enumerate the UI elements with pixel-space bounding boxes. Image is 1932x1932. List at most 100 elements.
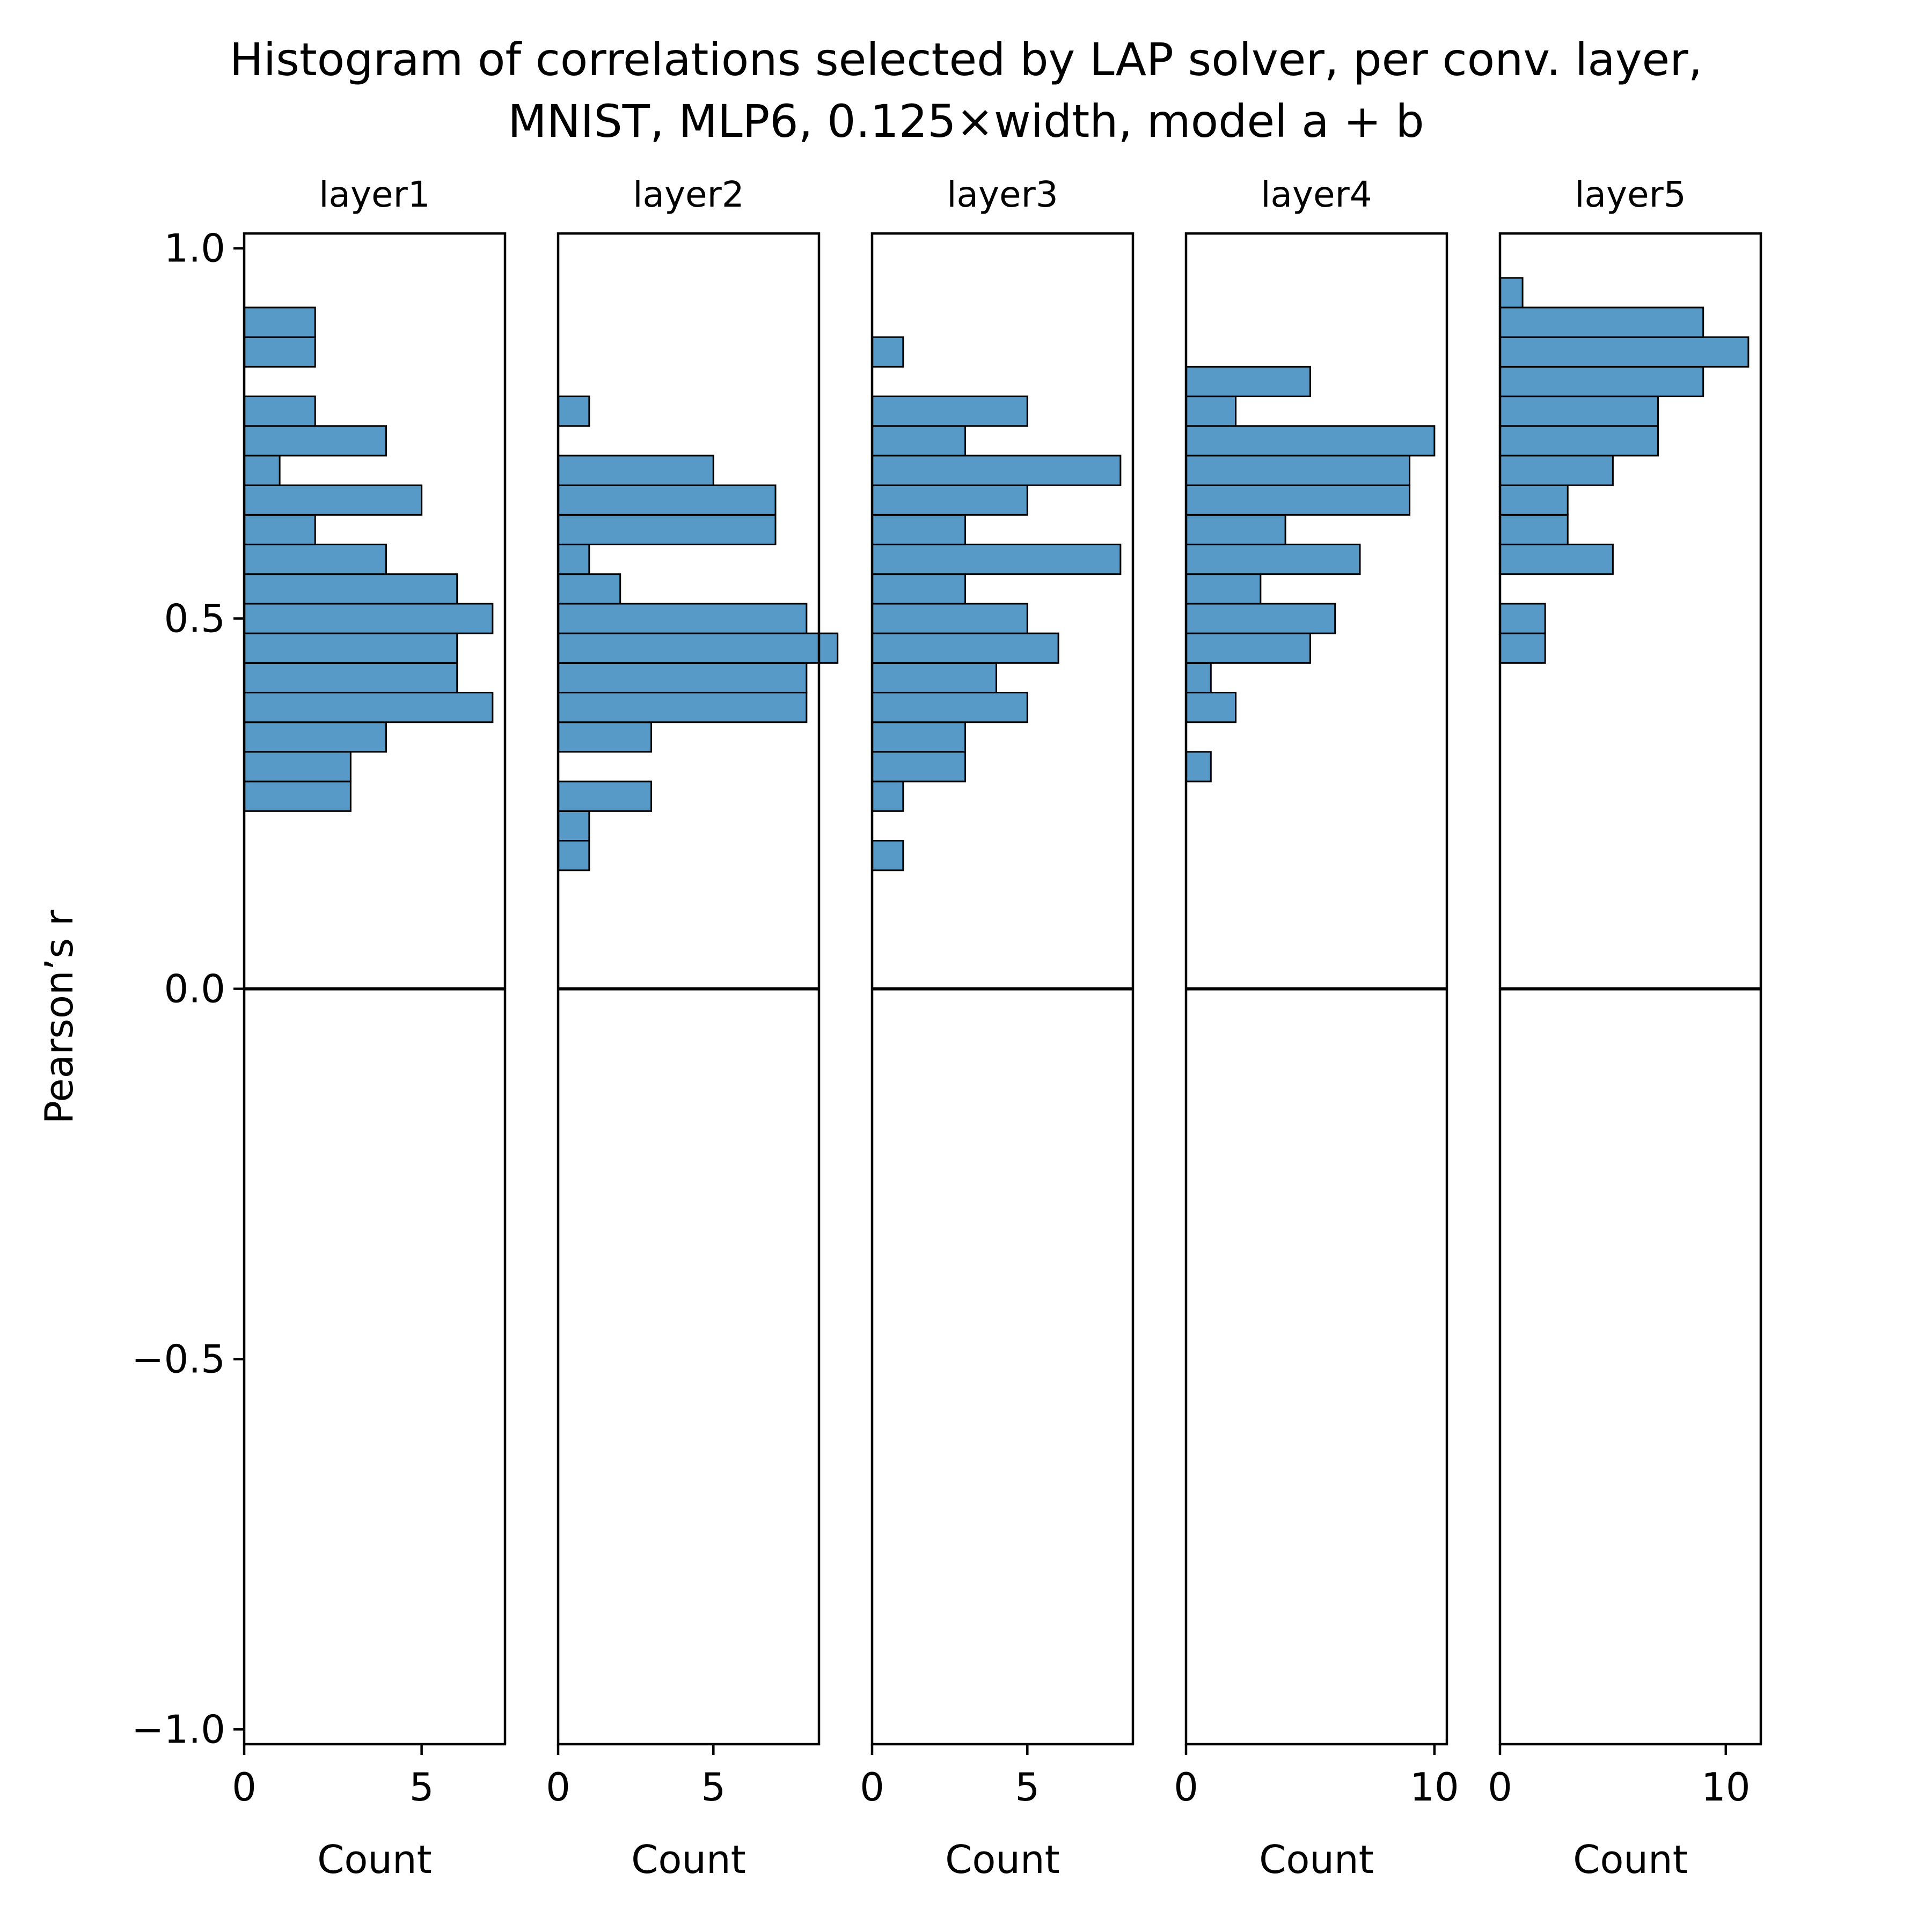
- bar-layer5-0.44: [1499, 632, 1546, 664]
- bar-layer4-0.72: [1185, 425, 1436, 457]
- x-tick-label-layer4-10: 10: [1410, 1765, 1459, 1810]
- bar-layer2-0.68: [557, 455, 714, 486]
- bar-layer2-0.16: [557, 840, 590, 872]
- x-tick-label-layer5-0: 0: [1488, 1765, 1512, 1810]
- bar-layer1-0.88: [243, 306, 316, 338]
- bar-layer3-0.68: [871, 455, 1122, 486]
- y-tick-label-0.0: 0.0: [164, 967, 225, 1012]
- bar-layer3-0.40: [871, 662, 997, 694]
- bar-layer2-0.24: [557, 780, 653, 812]
- bar-layer3-0.32: [871, 721, 967, 753]
- bar-layer1-0.32: [243, 721, 387, 753]
- bar-layer3-0.56: [871, 544, 1122, 575]
- x-tick-label-layer2-5: 5: [701, 1765, 726, 1810]
- bar-layer2-0.48: [557, 603, 808, 634]
- panel-frame-layer4: [1184, 232, 1448, 1746]
- bar-layer4-0.40: [1185, 662, 1212, 694]
- panel-title-layer1: layer1: [319, 174, 430, 215]
- bar-layer4-0.28: [1185, 751, 1212, 782]
- x-axis-label-layer5: Count: [1573, 1837, 1688, 1882]
- bar-layer3-0.60: [871, 514, 967, 546]
- bar-layer5-0.56: [1499, 544, 1614, 575]
- bar-layer2-0.60: [557, 514, 777, 546]
- bar-layer3-0.28: [871, 751, 967, 782]
- panel-frame-layer5: [1498, 232, 1762, 1746]
- panel-title-layer3: layer3: [947, 174, 1058, 215]
- bar-layer2-0.40: [557, 662, 808, 694]
- y-tick-label-−0.5: −0.5: [131, 1336, 225, 1381]
- bar-layer5-0.76: [1499, 396, 1659, 427]
- bar-layer5-0.88: [1499, 306, 1704, 338]
- y-tick-label-−1.0: −1.0: [131, 1707, 225, 1752]
- panel-layer5: layer5 0 10 Count: [1488, 174, 1762, 1882]
- bar-layer5-0.60: [1499, 514, 1569, 546]
- panel-layer2: layer2 0 5 Count: [546, 174, 839, 1882]
- y-tick-label-1.0: 1.0: [164, 226, 225, 271]
- panels-group: layer1 0 5 Count 1.0 0.5 0.0 −0.5 −1.0 layer2 0 5 Co…: [131, 174, 1762, 1882]
- bar-layer1-0.28: [243, 751, 352, 782]
- bar-layer2-0.56: [557, 544, 590, 575]
- bar-layer3-0.84: [871, 336, 904, 368]
- bar-layer3-0.64: [871, 484, 1028, 516]
- panel-layer4: layer4 0 10 Count: [1174, 174, 1459, 1882]
- bar-layer1-0.76: [243, 396, 316, 427]
- bar-layer4-0.80: [1185, 365, 1311, 398]
- chart-subtitle: MNIST, MLP6, 0.125×width, model a + b: [508, 95, 1424, 148]
- bar-layer1-0.84: [243, 336, 316, 368]
- x-tick-label-layer2-0: 0: [546, 1765, 570, 1810]
- bar-layer4-0.76: [1185, 396, 1237, 427]
- x-tick-label-layer3-0: 0: [860, 1765, 884, 1810]
- bar-layer1-0.36: [243, 692, 494, 723]
- bar-layer1-0.24: [243, 780, 352, 812]
- bar-layer5-0.64: [1499, 484, 1569, 516]
- bar-layer4-0.36: [1185, 692, 1237, 723]
- x-axis-label-layer2: Count: [631, 1837, 746, 1882]
- bar-layer2-0.32: [557, 721, 653, 753]
- bar-layer4-0.56: [1185, 544, 1361, 575]
- bar-layer3-0.44: [871, 632, 1059, 664]
- bar-layer2-0.20: [557, 810, 590, 842]
- bar-layer2-0.44: [557, 632, 839, 664]
- bar-layer3-0.16: [871, 840, 904, 872]
- panel-title-layer5: layer5: [1575, 174, 1686, 215]
- chart-title: Histogram of correlations selected by LA…: [230, 33, 1703, 86]
- bar-layer2-0.52: [557, 573, 621, 605]
- bar-layer4-0.44: [1185, 632, 1311, 664]
- x-tick-label-layer5-10: 10: [1701, 1765, 1751, 1810]
- bar-layer3-0.48: [871, 603, 1028, 634]
- bar-layer5-0.80: [1499, 365, 1704, 398]
- bar-layer5-0.48: [1499, 603, 1546, 634]
- bar-layer4-0.68: [1185, 455, 1411, 486]
- bar-layer1-0.68: [243, 455, 281, 486]
- y-tick-label-0.5: 0.5: [164, 596, 225, 641]
- panel-frame-layer2: [557, 232, 821, 1746]
- bar-layer2-0.64: [557, 484, 777, 516]
- bar-layer2-0.36: [557, 692, 808, 723]
- bar-layer4-0.48: [1185, 603, 1336, 634]
- bar-layer3-0.36: [871, 692, 1028, 723]
- bar-layer4-0.60: [1185, 514, 1286, 546]
- bar-layer1-0.48: [243, 603, 494, 634]
- panel-title-layer4: layer4: [1261, 174, 1372, 215]
- bar-layer4-0.64: [1185, 484, 1411, 516]
- x-axis-label-layer4: Count: [1259, 1837, 1374, 1882]
- bar-layer5-0.84: [1499, 336, 1750, 368]
- x-tick-label-layer1-0: 0: [232, 1765, 257, 1810]
- bar-layer1-0.64: [243, 484, 423, 516]
- bar-layer3-0.24: [871, 780, 904, 812]
- panel-layer1: layer1 0 5 Count 1.0 0.5 0.0 −0.5 −1.0: [131, 174, 507, 1882]
- bar-layer1-0.56: [243, 544, 387, 575]
- bar-layer1-0.52: [243, 573, 458, 605]
- bar-layer5-0.92: [1499, 277, 1524, 309]
- x-tick-label-layer1-5: 5: [409, 1765, 434, 1810]
- bar-layer3-0.52: [871, 573, 967, 605]
- x-axis-label-layer1: Count: [317, 1837, 432, 1882]
- x-tick-label-layer4-0: 0: [1174, 1765, 1198, 1810]
- bar-layer1-0.44: [243, 632, 458, 664]
- x-axis-label-layer3: Count: [945, 1837, 1060, 1882]
- bar-layer1-0.60: [243, 514, 316, 546]
- bar-layer4-0.52: [1185, 573, 1262, 605]
- bar-layer1-0.40: [243, 662, 458, 694]
- bar-layer5-0.72: [1499, 425, 1659, 457]
